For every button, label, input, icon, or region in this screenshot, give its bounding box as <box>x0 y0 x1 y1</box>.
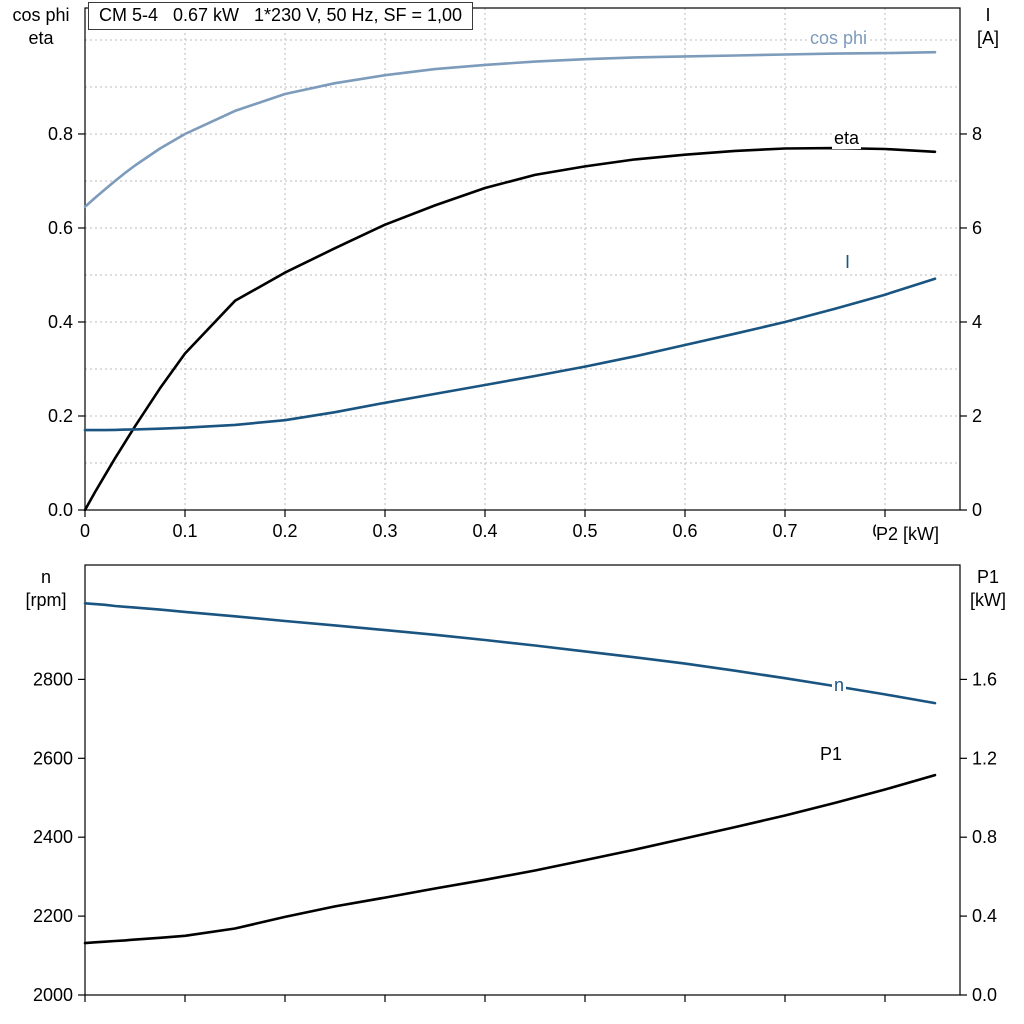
speed-axis-label: n <box>40 567 51 587</box>
svg-text:1.6: 1.6 <box>972 669 997 689</box>
cos-phi-curve-label: cos phi <box>808 28 870 49</box>
svg-text:0.7: 0.7 <box>772 521 797 541</box>
svg-text:6: 6 <box>972 218 982 238</box>
svg-text:0.8: 0.8 <box>48 124 73 144</box>
plot-frame <box>84 564 961 996</box>
svg-text:0.1: 0.1 <box>172 521 197 541</box>
svg-text:4: 4 <box>972 312 982 332</box>
svg-text:2600: 2600 <box>33 748 73 768</box>
grid <box>85 8 960 510</box>
svg-text:0.0: 0.0 <box>972 985 997 1005</box>
top-left-axis-title: cos phi eta <box>2 4 80 50</box>
p1-curve-label: P1 <box>818 744 845 765</box>
svg-text:0.2: 0.2 <box>272 521 297 541</box>
tick-labels: 2000 2200 2400 2600 2800 0.0 0.4 0.8 1.2 1.6 <box>33 669 997 1005</box>
chart-1: 2000 2200 2400 2600 2800 0.0 0.4 0.8 1.2 1.6 <box>33 564 997 1005</box>
svg-text:0.6: 0.6 <box>48 218 73 238</box>
svg-text:0.2: 0.2 <box>48 406 73 426</box>
svg-text:2000: 2000 <box>33 985 73 1005</box>
chart-0: 0.0 0.2 0.4 0.6 0.8 0 2 4 6 8 0 0.1 0.2 0.3 0.4 0.5 0.6 0… <box>48 7 982 541</box>
eta-axis-label: eta <box>28 28 54 48</box>
svg-text:0.6: 0.6 <box>672 521 697 541</box>
x-axis-label: P2 [kW] <box>876 524 940 545</box>
current-axis-label: I <box>985 5 991 25</box>
current-curve-label: I <box>843 252 853 273</box>
top-right-axis-title: I [A] <box>962 4 1014 50</box>
svg-text:0: 0 <box>80 521 90 541</box>
eta-curve-label: eta <box>832 128 862 149</box>
svg-text:0.5: 0.5 <box>572 521 597 541</box>
bottom-right-axis-title: P1 [kW] <box>962 566 1014 612</box>
svg-text:0: 0 <box>972 500 982 520</box>
cos-phi-axis-label: cos phi <box>12 5 70 25</box>
tick-labels: 0.0 0.2 0.4 0.6 0.8 0 2 4 6 8 0 0.1 0.2 0.3 0.4 0.5 0.6 0… <box>48 124 982 541</box>
svg-text:1.2: 1.2 <box>972 748 997 768</box>
p1-axis-label: P1 <box>976 567 1000 587</box>
svg-text:8: 8 <box>972 124 982 144</box>
curve-i <box>83 277 937 432</box>
svg-text:2: 2 <box>972 406 982 426</box>
svg-text:0.4: 0.4 <box>48 312 73 332</box>
ampere-unit-label: [A] <box>976 28 999 48</box>
svg-text:2200: 2200 <box>33 906 73 926</box>
curve-cos-phi <box>83 50 937 209</box>
svg-text:0.8: 0.8 <box>972 827 997 847</box>
curve-eta <box>83 146 937 512</box>
curve-n <box>83 602 937 705</box>
speed-curve-label: n <box>832 675 847 696</box>
svg-text:2400: 2400 <box>33 827 73 847</box>
curve-p1 <box>83 773 937 945</box>
tick-marks <box>78 133 967 517</box>
tick-marks <box>78 678 967 1002</box>
chart-title: CM 5-4 0.67 kW 1*230 V, 50 Hz, SF = 1,00 <box>88 2 474 30</box>
svg-text:0.4: 0.4 <box>972 906 997 926</box>
svg-text:2800: 2800 <box>33 669 73 689</box>
kw-unit-label: [kW] <box>970 590 1006 610</box>
svg-text:0.3: 0.3 <box>372 521 397 541</box>
plot-frame <box>84 7 961 511</box>
bottom-left-axis-title: n [rpm] <box>8 566 84 612</box>
svg-text:0.0: 0.0 <box>48 500 73 520</box>
svg-text:0.4: 0.4 <box>472 521 497 541</box>
rpm-unit-label: [rpm] <box>25 590 67 610</box>
